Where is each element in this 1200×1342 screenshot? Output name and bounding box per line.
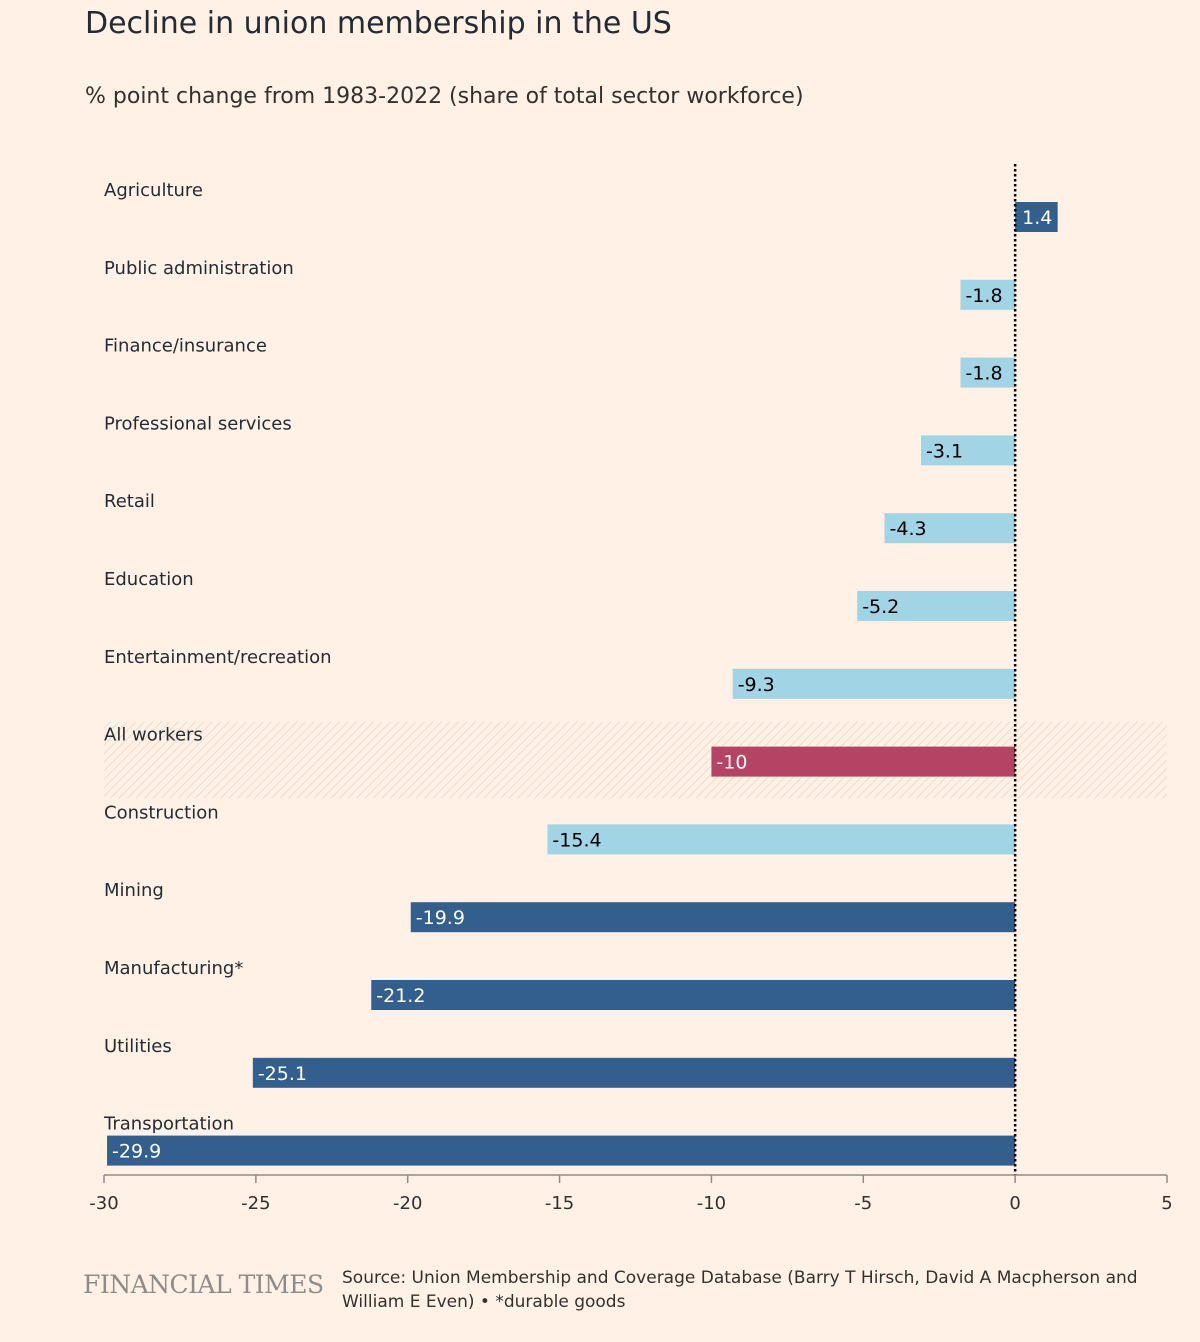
category-label: Mining	[104, 880, 164, 901]
value-label: -9.3	[738, 674, 775, 696]
x-tick-label: -25	[241, 1193, 270, 1214]
category-label: Utilities	[104, 1036, 172, 1057]
category-label: Construction	[104, 802, 219, 823]
category-label: Professional services	[104, 413, 292, 434]
category-label: Manufacturing*	[104, 958, 243, 979]
category-label: Transportation	[103, 1114, 234, 1135]
value-label: -10	[716, 752, 747, 774]
bar	[371, 980, 1016, 1010]
bar	[547, 824, 1016, 855]
chart-title: Decline in union membership in the US	[85, 6, 672, 41]
bar	[732, 668, 1016, 699]
x-tick-label: 0	[1009, 1193, 1020, 1214]
x-tick-label: -20	[393, 1193, 422, 1214]
category-label: Agriculture	[104, 180, 203, 201]
category-label: Education	[104, 569, 194, 590]
bar	[107, 1135, 1016, 1166]
category-label: All workers	[104, 725, 203, 746]
value-label: -21.2	[376, 985, 425, 1007]
value-label: -19.9	[416, 907, 465, 929]
x-tick-label: -10	[697, 1193, 726, 1214]
value-label: -15.4	[552, 829, 601, 851]
value-label: -1.8	[965, 285, 1002, 307]
bar	[960, 357, 1016, 388]
category-label: Public administration	[104, 258, 294, 279]
value-label: -1.8	[965, 363, 1002, 385]
value-label: 1.4	[1022, 207, 1052, 229]
chart-subtitle: % point change from 1983-2022 (share of …	[85, 84, 804, 109]
bar	[920, 435, 1016, 466]
value-label: -4.3	[890, 518, 927, 540]
value-label: -3.1	[926, 440, 963, 462]
bar	[711, 746, 1016, 777]
category-label: Entertainment/recreation	[104, 647, 332, 668]
bar	[884, 513, 1016, 544]
bar	[252, 1057, 1016, 1088]
x-tick-label: -5	[854, 1193, 872, 1214]
x-tick-label: 5	[1161, 1193, 1172, 1214]
x-tick-label: -15	[545, 1193, 574, 1214]
bar	[857, 591, 1016, 621]
ft-logo: FINANCIAL TIMES	[83, 1270, 324, 1299]
x-tick-label: -30	[89, 1193, 118, 1214]
category-label: Retail	[104, 491, 155, 512]
value-label: -5.2	[862, 596, 899, 618]
category-label: Finance/insurance	[104, 336, 267, 357]
bar	[960, 279, 1016, 310]
bar	[410, 902, 1016, 933]
value-label: -25.1	[258, 1063, 307, 1085]
source-note: Source: Union Membership and Coverage Da…	[342, 1268, 1138, 1312]
value-label: -29.9	[112, 1141, 161, 1163]
bar	[1015, 202, 1058, 232]
